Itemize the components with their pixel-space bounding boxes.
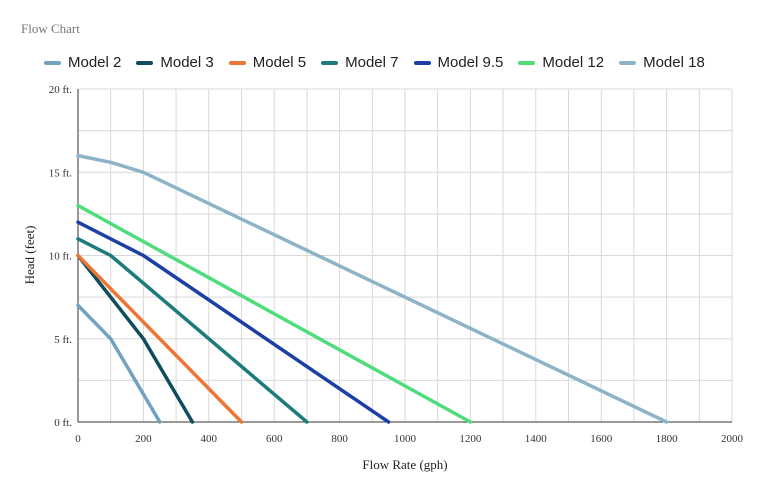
legend-swatch <box>44 60 61 65</box>
y-tick-label: 0 ft. <box>54 417 72 429</box>
legend-label: Model 18 <box>643 54 705 71</box>
x-tick-label: 200 <box>135 433 152 445</box>
series-line-model-18[interactable] <box>76 153 669 424</box>
legend-item[interactable]: Model 9.5 <box>413 54 504 71</box>
x-tick-label: 1200 <box>459 433 482 445</box>
legend-swatch <box>518 60 536 65</box>
x-tick-label: 600 <box>266 433 283 445</box>
series-lines <box>76 153 669 424</box>
gridlines <box>78 88 733 422</box>
series-line-model-2[interactable] <box>76 303 162 424</box>
legend-item[interactable]: Model 12 <box>518 54 604 71</box>
x-tick-label: 800 <box>331 433 348 445</box>
y-tick-label: 10 ft. <box>49 251 72 263</box>
legend-label: Model 7 <box>345 54 399 71</box>
y-tick-label: 20 ft. <box>49 84 72 96</box>
x-tick-label: 1600 <box>590 433 613 445</box>
legend-swatch <box>321 60 339 65</box>
y-tick-label: 15 ft. <box>49 167 72 179</box>
legend: Model 2 Model 3 Model 5 Model 7 Model 9.5 Mod… <box>44 54 720 71</box>
series-line-model-3[interactable] <box>76 253 195 424</box>
legend-label: Model 12 <box>542 54 605 71</box>
legend-label: Model 3 <box>160 54 214 71</box>
legend-swatch <box>228 60 246 65</box>
x-tick-label: 400 <box>201 433 218 445</box>
series-line-model-12[interactable] <box>76 203 473 424</box>
legend-label: Model 2 <box>68 54 122 71</box>
series-line-model-5[interactable] <box>76 253 244 424</box>
legend-item[interactable]: Model 3 <box>136 54 214 71</box>
x-tick-label: 1400 <box>525 433 548 445</box>
x-tick-label: 0 <box>75 433 81 445</box>
legend-swatch <box>413 60 431 65</box>
x-tick-label: 2000 <box>721 433 744 445</box>
x-tick-label: 1000 <box>394 433 417 445</box>
legend-label: Model 9.5 <box>437 54 504 71</box>
series-line-model-9-5[interactable] <box>76 220 391 424</box>
x-tick-label: 1800 <box>656 433 679 445</box>
series-line-model-7[interactable] <box>76 237 309 424</box>
legend-item[interactable]: Model 18 <box>619 54 705 71</box>
legend-item[interactable]: Model 5 <box>228 54 307 71</box>
legend-item[interactable]: Model 7 <box>321 54 399 71</box>
y-axis-title: Head (feet) <box>22 226 37 285</box>
chart-title: Flow Chart <box>21 21 80 36</box>
y-tick-label: 5 ft. <box>54 334 72 346</box>
tick-labels: 0 200 400 600 800 1000 1200 1400 1600 1800 2000 0 f… <box>49 84 744 445</box>
legend-swatch <box>619 60 637 65</box>
legend-swatch <box>136 60 154 65</box>
legend-item[interactable]: Model 2 <box>44 54 121 71</box>
legend-label: Model 5 <box>252 54 307 71</box>
x-axis-title: Flow Rate (gph) <box>362 457 447 472</box>
